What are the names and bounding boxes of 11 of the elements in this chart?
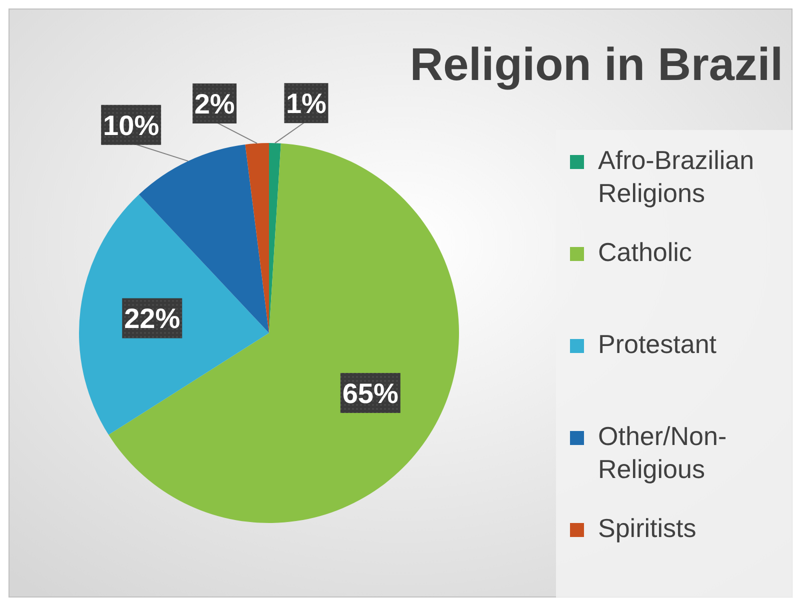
legend-label: Protestant [598, 329, 718, 359]
legend-label: Catholic [598, 237, 692, 267]
data-label: 2% [194, 88, 235, 120]
data-label: 1% [286, 88, 327, 120]
chart-title: Religion in Brazil [410, 38, 783, 90]
legend-label: Spiritists [598, 513, 696, 543]
data-label: 65% [342, 378, 399, 409]
legend-label: Afro-Brazilian Religions [598, 145, 754, 208]
data-label: 22% [124, 303, 180, 334]
legend-label: Other/Non-Religious [598, 421, 727, 484]
data-label: 10% [103, 110, 160, 141]
